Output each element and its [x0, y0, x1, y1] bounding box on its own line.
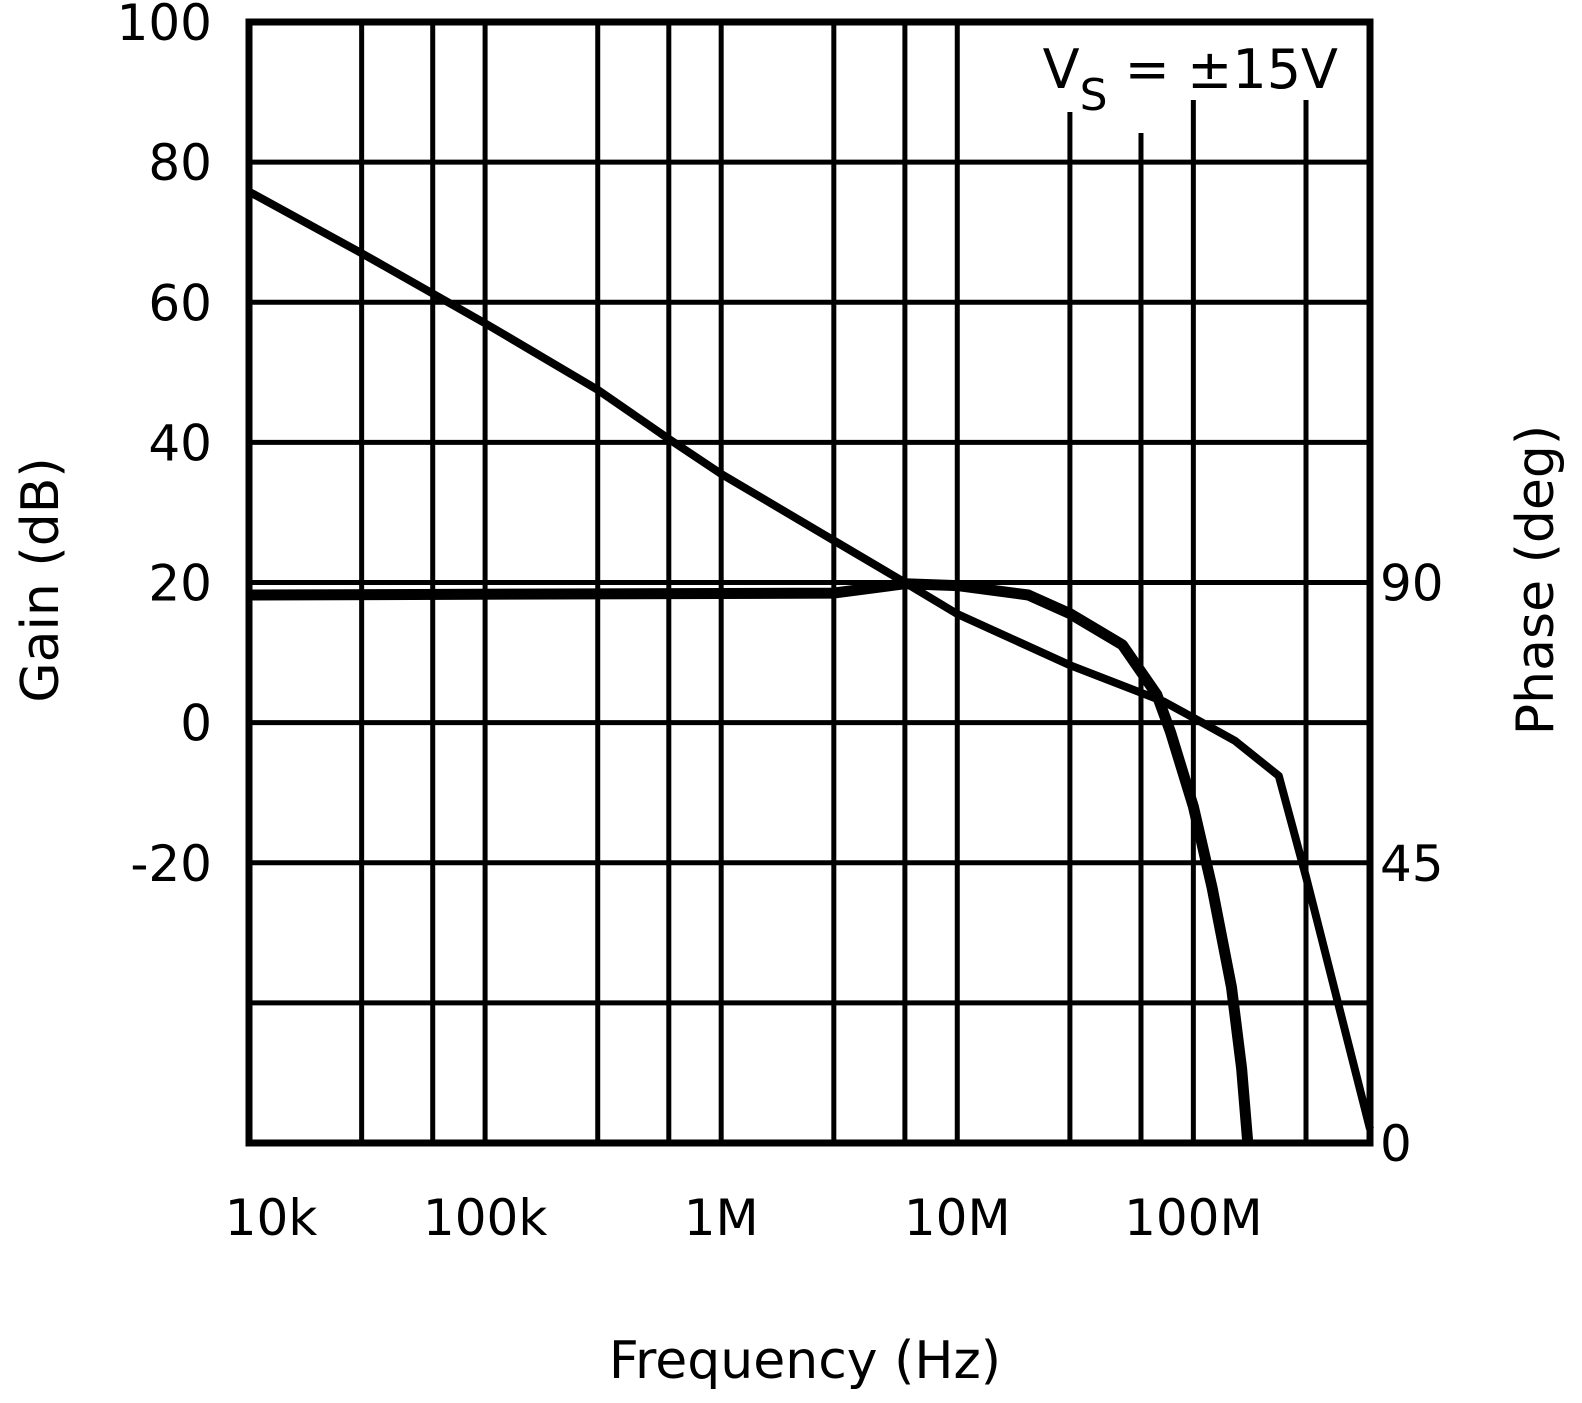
plot-frame: [245, 18, 1374, 1147]
phase-curve: [248, 578, 1254, 1144]
y-tick-label: 100: [117, 0, 212, 52]
y-tick-label: -20: [130, 835, 212, 893]
annotation-subscript: S: [1080, 70, 1108, 121]
annotation-vs: VS = ±15V: [1043, 38, 1338, 121]
x-axis-label: Frequency (Hz): [609, 1331, 1001, 1391]
tick-labels: 10k 100k 1M 10M 100M 100 80 60 40 20 0 -20 90 45 0: [117, 0, 1444, 1247]
x-tick-label: 100k: [423, 1189, 547, 1247]
x-tick-label: 10M: [904, 1189, 1011, 1247]
y2-tick-label: 45: [1380, 835, 1444, 893]
annotation-v: V: [1043, 38, 1080, 101]
x-tick-label: 10k: [225, 1189, 318, 1247]
y-tick-label: 60: [148, 274, 212, 332]
y2-tick-label: 0: [1380, 1115, 1412, 1173]
x-tick-label: 100M: [1124, 1189, 1263, 1247]
x-tick-label: 1M: [684, 1189, 759, 1247]
y-tick-label: 80: [148, 134, 212, 192]
annotation-value: = ±15V: [1108, 38, 1339, 101]
y2-axis-label: Phase (deg): [1506, 425, 1566, 735]
y-axis-label: Gain (dB): [11, 457, 71, 702]
curves: [247, 188, 1374, 1144]
y-tick-label: 0: [180, 695, 212, 753]
y-tick-label: 20: [148, 555, 212, 613]
y2-tick-label: 90: [1380, 555, 1444, 613]
gain-curve: [247, 188, 1374, 1130]
y-tick-label: 40: [148, 414, 212, 472]
grid: [249, 22, 1370, 1143]
